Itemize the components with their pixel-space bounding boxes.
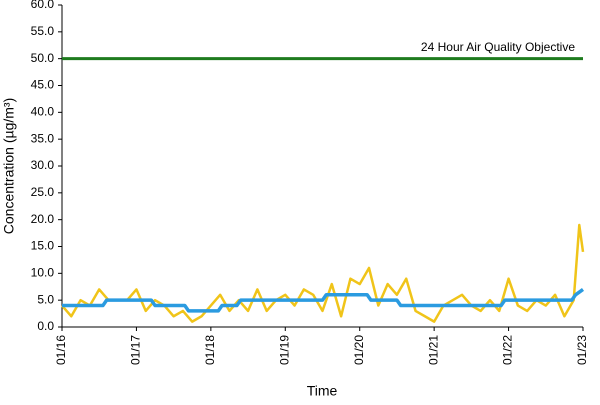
- y-tick-label: 30.0: [31, 158, 55, 172]
- y-tick-label: 5.0: [37, 292, 54, 306]
- y-axis-title: Concentration (µg/m³): [1, 98, 17, 234]
- y-tick-label: 55.0: [31, 24, 55, 38]
- y-tick-label: 10.0: [31, 266, 55, 280]
- y-tick-label: 15.0: [31, 239, 55, 253]
- y-tick-label: 45.0: [31, 78, 55, 92]
- x-tick-label: 01/21: [426, 335, 440, 365]
- series-line: [61, 223, 585, 323]
- y-tick-label: 40.0: [31, 105, 55, 119]
- y-tick-label: 0.0: [37, 319, 54, 333]
- y-tick-label: 35.0: [31, 131, 55, 145]
- x-tick-label: 01/22: [501, 335, 515, 365]
- x-tick-label: 01/19: [277, 335, 291, 365]
- y-tick-label: 60.0: [31, 0, 55, 11]
- x-tick-label: 01/23: [575, 335, 589, 365]
- x-axis-title: Time: [307, 383, 338, 399]
- x-tick-label: 01/17: [129, 335, 143, 365]
- y-tick-label: 20.0: [31, 212, 55, 226]
- series-line: [62, 288, 585, 313]
- x-tick-label: 01/20: [352, 335, 366, 365]
- y-tick-label: 25.0: [31, 185, 55, 199]
- y-tick-label: 50.0: [31, 51, 55, 65]
- threshold-label: 24 Hour Air Quality Objective: [421, 40, 575, 54]
- x-tick-label: 01/16: [54, 335, 68, 365]
- x-tick-label: 01/18: [203, 335, 217, 365]
